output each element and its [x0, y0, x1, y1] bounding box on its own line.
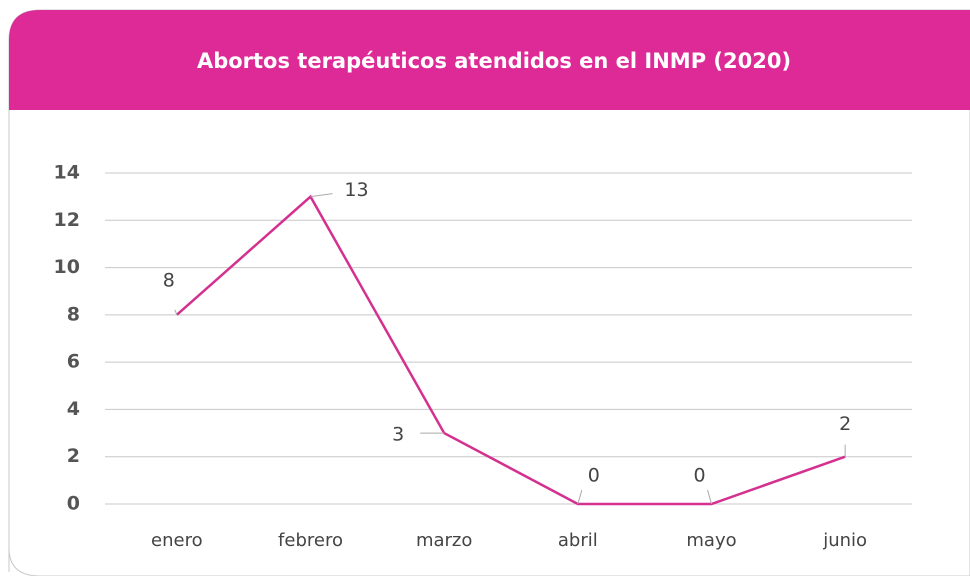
x-tick-label: enero [151, 530, 203, 551]
leader-line [310, 193, 333, 198]
x-tick-label: junio [822, 530, 867, 551]
data-label: 3 [392, 424, 404, 446]
x-tick-label: febrero [278, 530, 343, 551]
leader-line [577, 489, 583, 505]
y-tick-label: 0 [67, 493, 80, 515]
x-tick-label: marzo [416, 530, 472, 551]
y-tick-label: 12 [54, 209, 80, 231]
leader-line [707, 489, 712, 505]
y-tick-label: 2 [67, 445, 80, 467]
chart-title: Abortos terapéuticos atendidos en el INM… [197, 49, 791, 73]
data-label: 8 [163, 269, 175, 291]
data-label: 2 [839, 413, 851, 435]
x-tick-label: mayo [686, 530, 736, 551]
leader-line [174, 309, 178, 316]
chart-header [9, 10, 970, 110]
data-label: 13 [344, 179, 368, 201]
y-tick-label: 14 [54, 162, 80, 184]
data-label: 0 [693, 465, 705, 487]
y-tick-label: 8 [67, 303, 80, 325]
y-tick-label: 6 [67, 351, 80, 373]
data-label: 0 [588, 465, 600, 487]
data-line [176, 194, 846, 506]
x-tick-label: abril [558, 530, 598, 551]
y-tick-label: 4 [67, 398, 80, 420]
y-tick-label: 10 [54, 256, 80, 278]
